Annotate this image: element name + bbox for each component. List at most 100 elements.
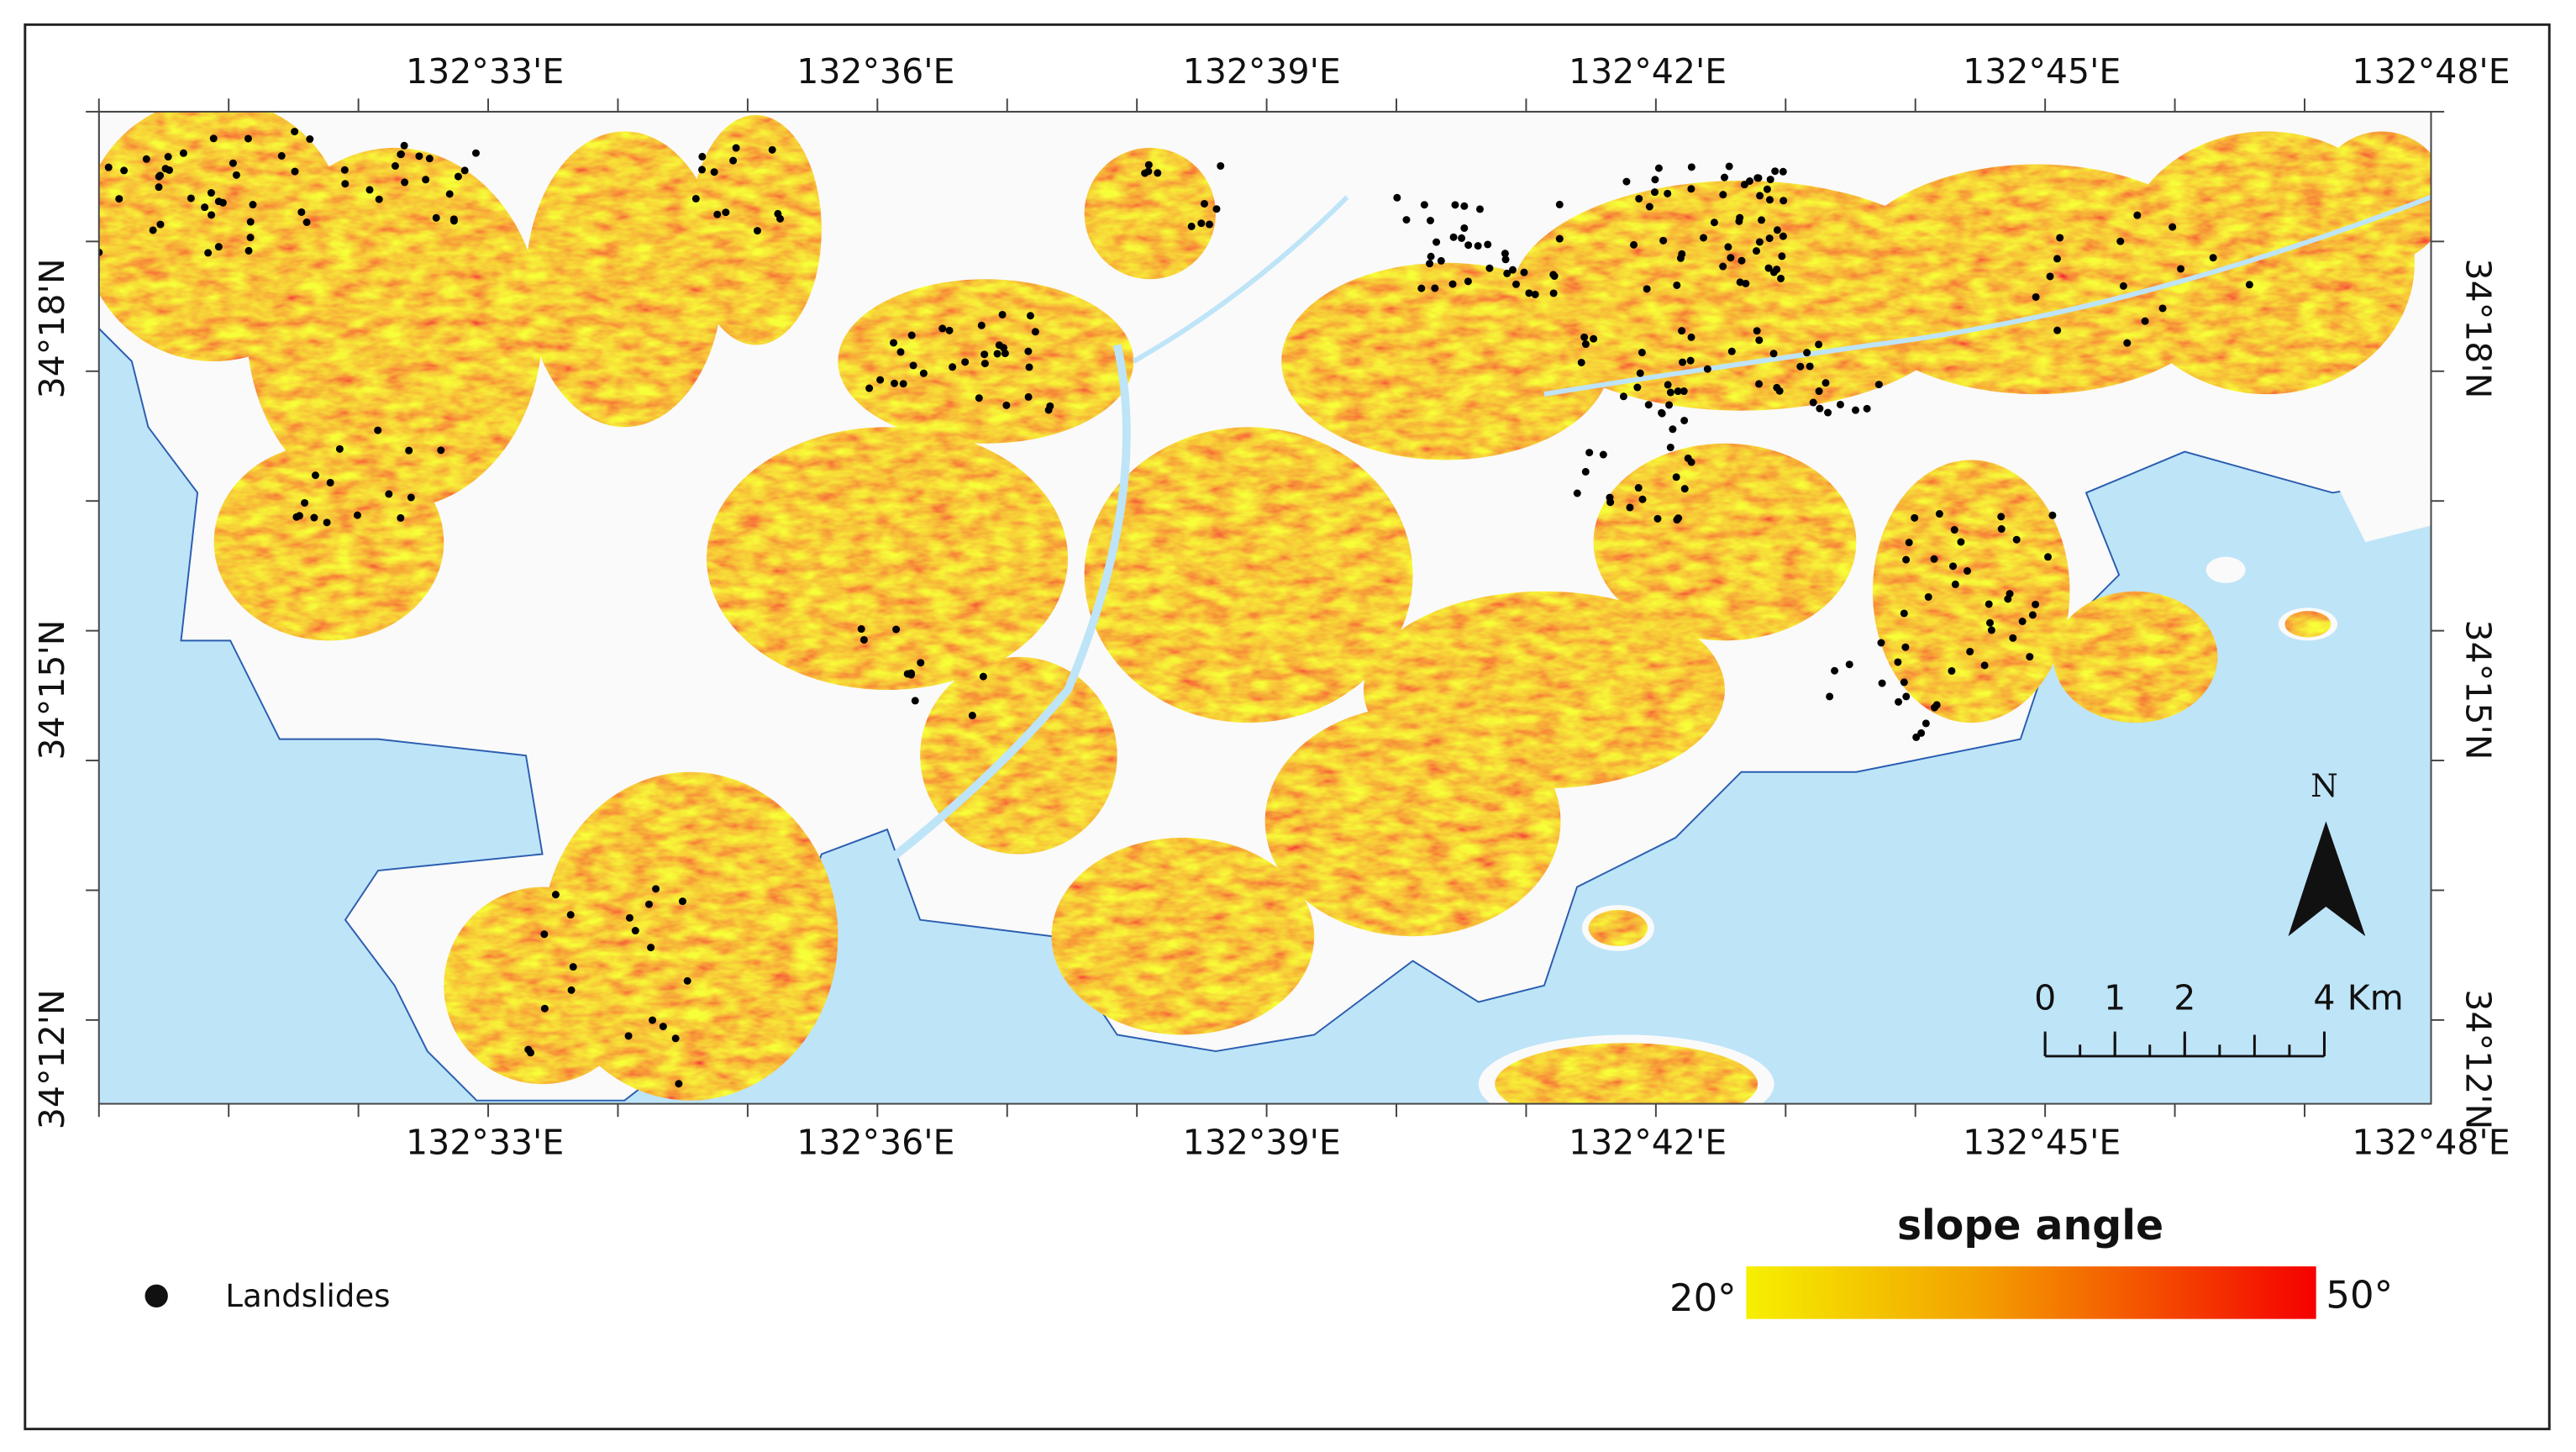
slope-area [1051,837,1315,1035]
landslide [187,194,195,203]
landslide [1949,562,1958,571]
landslide [1485,264,1494,272]
landslide [2158,304,2167,313]
landslide [104,163,113,171]
landslide [1630,240,1638,249]
landslide [1154,169,1162,177]
landslide [652,885,660,893]
landslide [2123,339,2132,347]
landslide [1654,164,1663,172]
landslide [1980,661,1989,670]
landslide [1895,697,1903,706]
landslide [306,135,314,144]
landslide [1957,538,1965,546]
landslide [391,162,399,170]
landslide [1809,398,1817,407]
landslide [671,1034,680,1043]
landslide [647,944,655,952]
landslide [865,384,874,392]
landslide [2209,254,2217,262]
landslide [326,478,334,487]
landslide [683,976,691,985]
landslide [857,625,865,634]
landslide [1755,336,1764,345]
landslide [208,211,216,219]
landslide [1402,216,1411,224]
landslide [1737,256,1746,265]
landslide [1638,495,1647,503]
lon-label: 132°39'E [1183,51,1341,92]
landslide [1659,236,1668,245]
landslide [1585,449,1594,457]
landslide [1002,401,1011,409]
landslide [209,134,218,143]
landslide [1703,365,1711,373]
landslide [890,339,898,347]
lon-label: 132°42'E [1569,1122,1727,1162]
landslide [291,167,299,176]
landslide [1549,289,1558,297]
landslide [2116,237,2125,245]
landslide [340,166,349,174]
landslide [1635,194,1643,203]
landslide [1700,234,1708,242]
landslide [375,195,383,203]
landslide [1680,416,1689,424]
landslide [998,310,1007,318]
landslide [1900,678,1908,687]
landslide [1025,363,1033,371]
landslide [1755,238,1764,246]
landslide [919,369,928,377]
landslide [415,152,423,160]
land [2332,460,2431,543]
landslide [142,155,150,163]
landslide [979,672,987,681]
landslide [1720,173,1728,182]
landslide [1205,220,1213,229]
landslide [291,128,299,136]
landslide [1815,340,1823,349]
landslide [161,165,170,173]
landslide [1932,701,1941,709]
landslide [566,911,575,919]
landslide [1900,609,1908,618]
lat-label: 34°12'N [2458,989,2498,1129]
landslide [1393,193,1401,202]
landslide [1687,185,1695,193]
landslide [232,171,240,179]
landslide [1878,679,1886,687]
landslide [1775,387,1784,395]
landslide [1911,513,1919,522]
landslide [678,897,686,906]
landslide [697,166,706,174]
landslide [1475,205,1484,213]
landslide [1948,666,1956,675]
landslide [1653,514,1662,523]
landslide [1643,285,1651,293]
landslide [2026,653,2034,661]
landslide [1619,392,1627,401]
landslide [1877,639,1885,647]
landslide [310,513,318,522]
landslide [1755,380,1764,388]
landslide [1460,224,1469,232]
map-body [98,111,2431,1104]
river [1543,194,2431,397]
landslide [1217,161,1225,170]
landslide [2053,255,2061,263]
landslide [204,249,213,257]
landslide [1742,279,1750,287]
landslide [2009,634,2017,642]
landslide [454,172,462,181]
landslide [891,379,899,387]
landslide [1664,189,1672,197]
landslide [1555,234,1564,243]
landslide [1826,692,1834,701]
landslide [422,176,430,184]
landslide [625,913,633,922]
landslide [214,243,223,251]
landslide [1520,268,1528,276]
landslide [1951,580,1959,588]
landslide [1464,241,1473,250]
landslide [1769,268,1778,276]
